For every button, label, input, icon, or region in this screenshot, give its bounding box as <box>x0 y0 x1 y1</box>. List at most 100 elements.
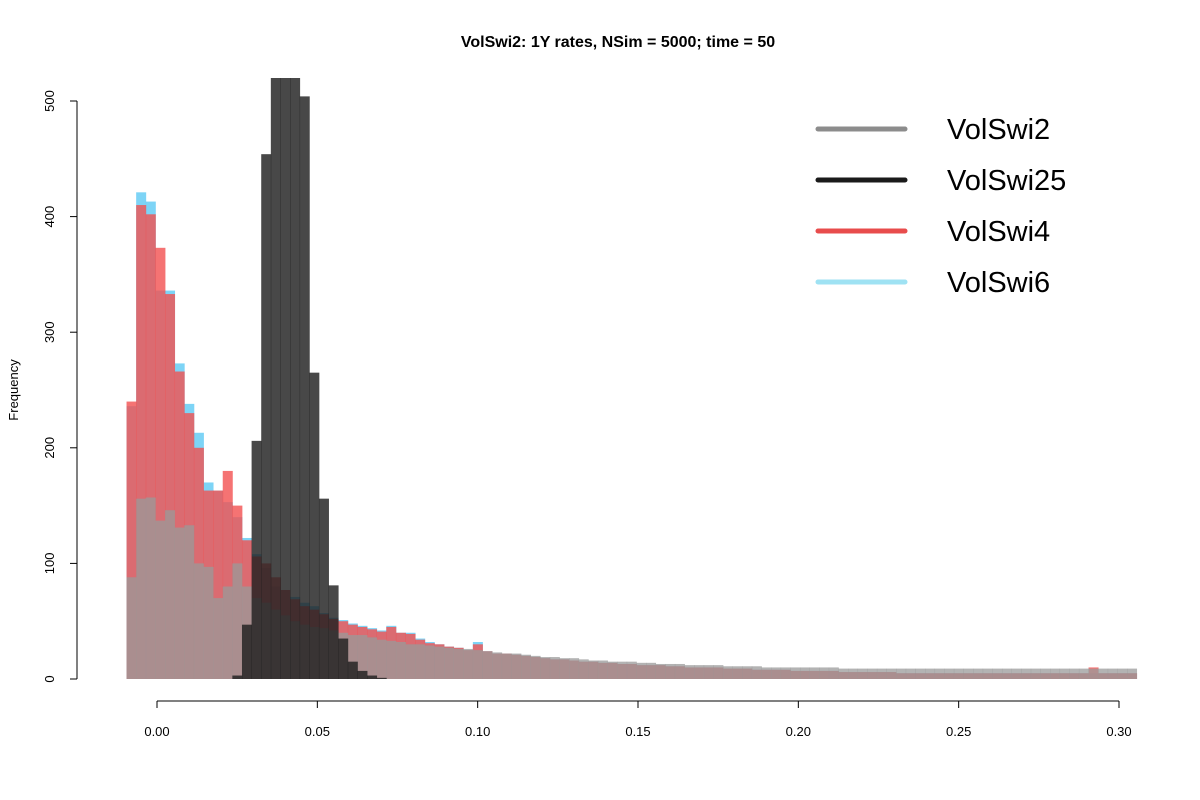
histogram-bar <box>386 640 397 679</box>
y-tick-label: 500 <box>42 90 57 112</box>
histogram-bar <box>126 577 137 679</box>
histogram-bar <box>1069 668 1080 679</box>
histogram-bar <box>1117 668 1128 679</box>
histogram-bar <box>799 667 810 679</box>
histogram-bar <box>328 585 339 679</box>
x-axis: 0.00 0.05 0.10 0.15 0.20 0.25 0.30 <box>144 700 1132 739</box>
histogram-bar <box>232 675 243 679</box>
histogram-bar <box>646 662 657 679</box>
histogram-bar <box>578 659 589 679</box>
histogram-bar <box>424 645 435 679</box>
histogram-bar <box>126 401 137 679</box>
histogram-bar <box>184 525 195 679</box>
histogram-bar <box>251 440 262 679</box>
histogram-bar <box>540 657 551 679</box>
legend-item-volswi6: VolSwi6 <box>815 267 1050 299</box>
y-tick-label: 100 <box>42 553 57 575</box>
histogram-bar <box>174 527 185 679</box>
histogram-bar <box>857 668 868 679</box>
histogram-bar <box>357 670 368 679</box>
histogram-bar <box>1098 668 1109 679</box>
x-tick-label: 0.30 <box>1106 724 1131 739</box>
x-tick-label: 0.15 <box>625 724 650 739</box>
histogram-bar <box>376 677 387 679</box>
histogram-bar <box>511 653 522 679</box>
histogram-bar <box>155 520 166 679</box>
y-tick-label: 300 <box>42 321 57 343</box>
histogram-bar <box>848 668 859 679</box>
histogram-bar <box>482 651 493 679</box>
y-axis: 0 100 200 300 400 500 <box>42 90 78 683</box>
histogram-bar <box>193 563 204 679</box>
histogram-bar <box>367 675 378 679</box>
legend-label: VolSwi2 <box>947 114 1050 146</box>
histogram-bar <box>828 667 839 679</box>
histogram-bar <box>136 498 147 679</box>
histogram-bar <box>155 247 166 679</box>
histogram-bar <box>780 667 791 679</box>
y-tick-label: 200 <box>42 437 57 459</box>
histogram-bar <box>463 648 474 679</box>
histogram-bar <box>1011 668 1022 679</box>
histogram-bar <box>232 563 243 679</box>
histogram-bar <box>1030 668 1041 679</box>
histogram-bar <box>1088 668 1099 679</box>
y-tick-label: 400 <box>42 206 57 228</box>
histogram-bar <box>472 650 483 679</box>
histogram-bar <box>838 668 849 679</box>
histogram-bar <box>1127 668 1138 679</box>
histogram-bar <box>713 665 724 679</box>
histogram-bar <box>655 663 666 679</box>
histogram-bar <box>309 372 320 679</box>
histogram-bar <box>280 78 291 679</box>
histogram-bar <box>347 661 358 679</box>
histogram-bar <box>934 668 945 679</box>
histogram-bar <box>674 663 685 679</box>
histogram-bar <box>597 660 608 679</box>
histogram-bar <box>607 661 618 679</box>
histogram-bar <box>751 666 762 679</box>
histogram-bar <box>165 294 176 679</box>
histogram-bar <box>809 667 820 679</box>
histogram-bar <box>1107 668 1118 679</box>
legend-item-volswi4: VolSwi4 <box>815 216 1050 248</box>
x-tick-label: 0.10 <box>465 724 490 739</box>
histogram-bar <box>992 668 1003 679</box>
histogram-bar <box>626 661 637 679</box>
histogram-bar <box>261 154 272 679</box>
histogram-bar <box>318 498 329 679</box>
histogram-bar <box>636 662 647 679</box>
histogram-bar <box>415 644 426 679</box>
histogram-bar <box>299 96 310 679</box>
histogram-bar <box>703 665 714 679</box>
histogram-bar <box>145 214 156 680</box>
histogram-bar <box>1001 668 1012 679</box>
histogram-bar <box>1078 668 1089 679</box>
x-tick-label: 0.20 <box>786 724 811 739</box>
histogram-bar <box>694 665 705 679</box>
histogram-bar <box>213 598 224 679</box>
histogram-bar <box>905 668 916 679</box>
histogram-bar <box>222 586 233 679</box>
legend-label: VolSwi4 <box>947 216 1050 248</box>
histogram-bar <box>174 371 185 679</box>
series-volswi25 <box>232 78 387 679</box>
chart-title: VolSwi2: 1Y rates, NSim = 5000; time = 5… <box>461 34 775 51</box>
histogram-bar <box>241 624 252 679</box>
legend-item-volswi2: VolSwi2 <box>815 114 1050 146</box>
histogram-bar <box>203 566 214 679</box>
histogram-bar <box>973 668 984 679</box>
histogram-bar <box>1040 668 1051 679</box>
histogram-bar <box>665 663 676 679</box>
histogram-bar <box>367 637 378 679</box>
x-tick-label: 0.25 <box>946 724 971 739</box>
x-tick-label: 0.00 <box>144 724 169 739</box>
histogram-bar <box>1050 668 1061 679</box>
histogram-bar <box>213 490 224 679</box>
histogram-bar <box>405 644 416 679</box>
histogram-bar <box>722 666 733 679</box>
legend-item-volswi25: VolSwi25 <box>815 165 1066 197</box>
histogram-bar <box>944 668 955 679</box>
histogram-bar <box>290 78 301 679</box>
